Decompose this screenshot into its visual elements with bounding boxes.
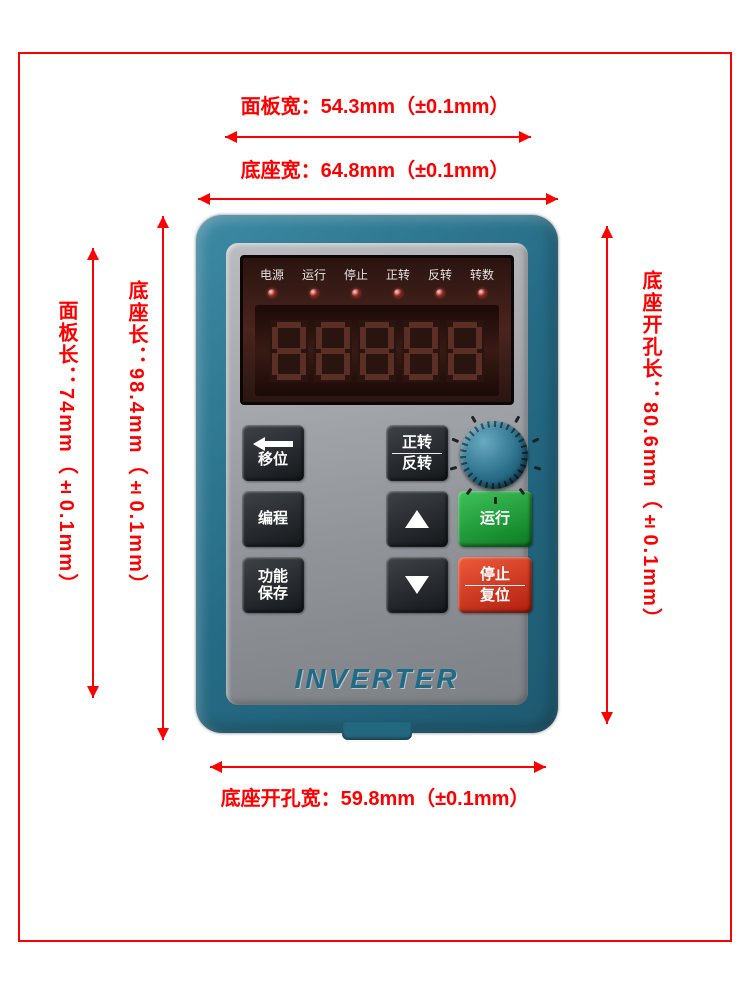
key-label-top: 正转 bbox=[402, 434, 432, 451]
arrow-left-icon bbox=[253, 437, 293, 451]
led-label: 运行 bbox=[302, 266, 326, 283]
arrow-panel-length bbox=[92, 248, 94, 698]
digit bbox=[270, 320, 308, 382]
led-indicator bbox=[352, 289, 360, 297]
key-label-top: 停止 bbox=[480, 566, 510, 583]
key-label: 运行 bbox=[480, 510, 510, 527]
led-label: 停止 bbox=[344, 266, 368, 283]
seven-segment-display bbox=[255, 305, 499, 396]
divider bbox=[465, 585, 524, 586]
arrow-up-icon bbox=[405, 510, 429, 528]
direction-button[interactable]: 正转 反转 bbox=[386, 425, 448, 481]
brand-label: INVERTER bbox=[240, 663, 514, 695]
dim-panel-length: 面板长：74mm（±0.1mm） bbox=[52, 300, 81, 595]
digit bbox=[358, 320, 396, 382]
led-indicator bbox=[268, 289, 276, 297]
inverter-device: 电源 运行 停止 正转 反转 转数 bbox=[196, 215, 558, 733]
knob-tick bbox=[450, 466, 458, 471]
key-label-bottom: 复位 bbox=[480, 587, 510, 604]
arrow-base-length bbox=[162, 216, 164, 740]
arrow-base-hole-length bbox=[606, 226, 608, 724]
arrow-base-width bbox=[198, 198, 558, 200]
func-save-button[interactable]: 功能 保存 bbox=[242, 557, 304, 613]
key-label-top: 功能 bbox=[258, 568, 288, 585]
down-button[interactable] bbox=[386, 557, 448, 613]
dim-panel-width: 面板宽：54.3mm（±0.1mm） bbox=[241, 90, 510, 119]
led-label: 电源 bbox=[260, 266, 284, 283]
led-indicator bbox=[394, 289, 402, 297]
arrow-base-hole-width bbox=[210, 766, 546, 768]
device-bezel: 电源 运行 停止 正转 反转 转数 bbox=[226, 243, 528, 705]
led-row bbox=[251, 289, 503, 297]
program-button[interactable]: 编程 bbox=[242, 491, 304, 547]
dim-base-length: 底座长：98.4mm（±0.1mm） bbox=[122, 280, 151, 596]
led-label-row: 电源 运行 停止 正转 反转 转数 bbox=[251, 266, 503, 283]
led-indicator bbox=[310, 289, 318, 297]
led-label: 反转 bbox=[428, 266, 452, 283]
dim-base-width: 底座宽：64.8mm（±0.1mm） bbox=[241, 154, 510, 183]
led-indicator bbox=[436, 289, 444, 297]
key-label: 编程 bbox=[258, 510, 288, 527]
knob-tick bbox=[532, 438, 540, 443]
knob-tick bbox=[452, 438, 460, 443]
led-indicator bbox=[478, 289, 486, 297]
rotary-knob[interactable] bbox=[460, 421, 528, 489]
led-label: 转数 bbox=[470, 266, 494, 283]
dim-base-hole-length: 底座开孔长：80.6mm（±0.1mm） bbox=[636, 270, 665, 630]
arrow-panel-width bbox=[225, 136, 531, 138]
up-button[interactable] bbox=[386, 491, 448, 547]
knob-tick bbox=[494, 497, 497, 504]
key-label-bottom: 反转 bbox=[402, 455, 432, 472]
knob-tick bbox=[471, 416, 477, 424]
key-label-bottom: 保存 bbox=[258, 585, 288, 602]
dim-base-hole-width: 底座开孔宽：59.8mm（±0.1mm） bbox=[221, 782, 530, 811]
led-label: 正转 bbox=[386, 266, 410, 283]
divider bbox=[392, 453, 442, 454]
keypad: 移位 正转 反转 编程 运行 bbox=[240, 405, 514, 651]
digit bbox=[402, 320, 440, 382]
knob-tick bbox=[534, 466, 542, 471]
arrow-down-icon bbox=[405, 576, 429, 594]
digit bbox=[314, 320, 352, 382]
shift-button[interactable]: 移位 bbox=[242, 425, 304, 481]
display-panel: 电源 运行 停止 正转 反转 转数 bbox=[240, 255, 514, 405]
key-label: 移位 bbox=[258, 451, 288, 468]
digit bbox=[446, 320, 484, 382]
knob-tick bbox=[514, 416, 520, 424]
stop-reset-button[interactable]: 停止 复位 bbox=[458, 557, 532, 613]
